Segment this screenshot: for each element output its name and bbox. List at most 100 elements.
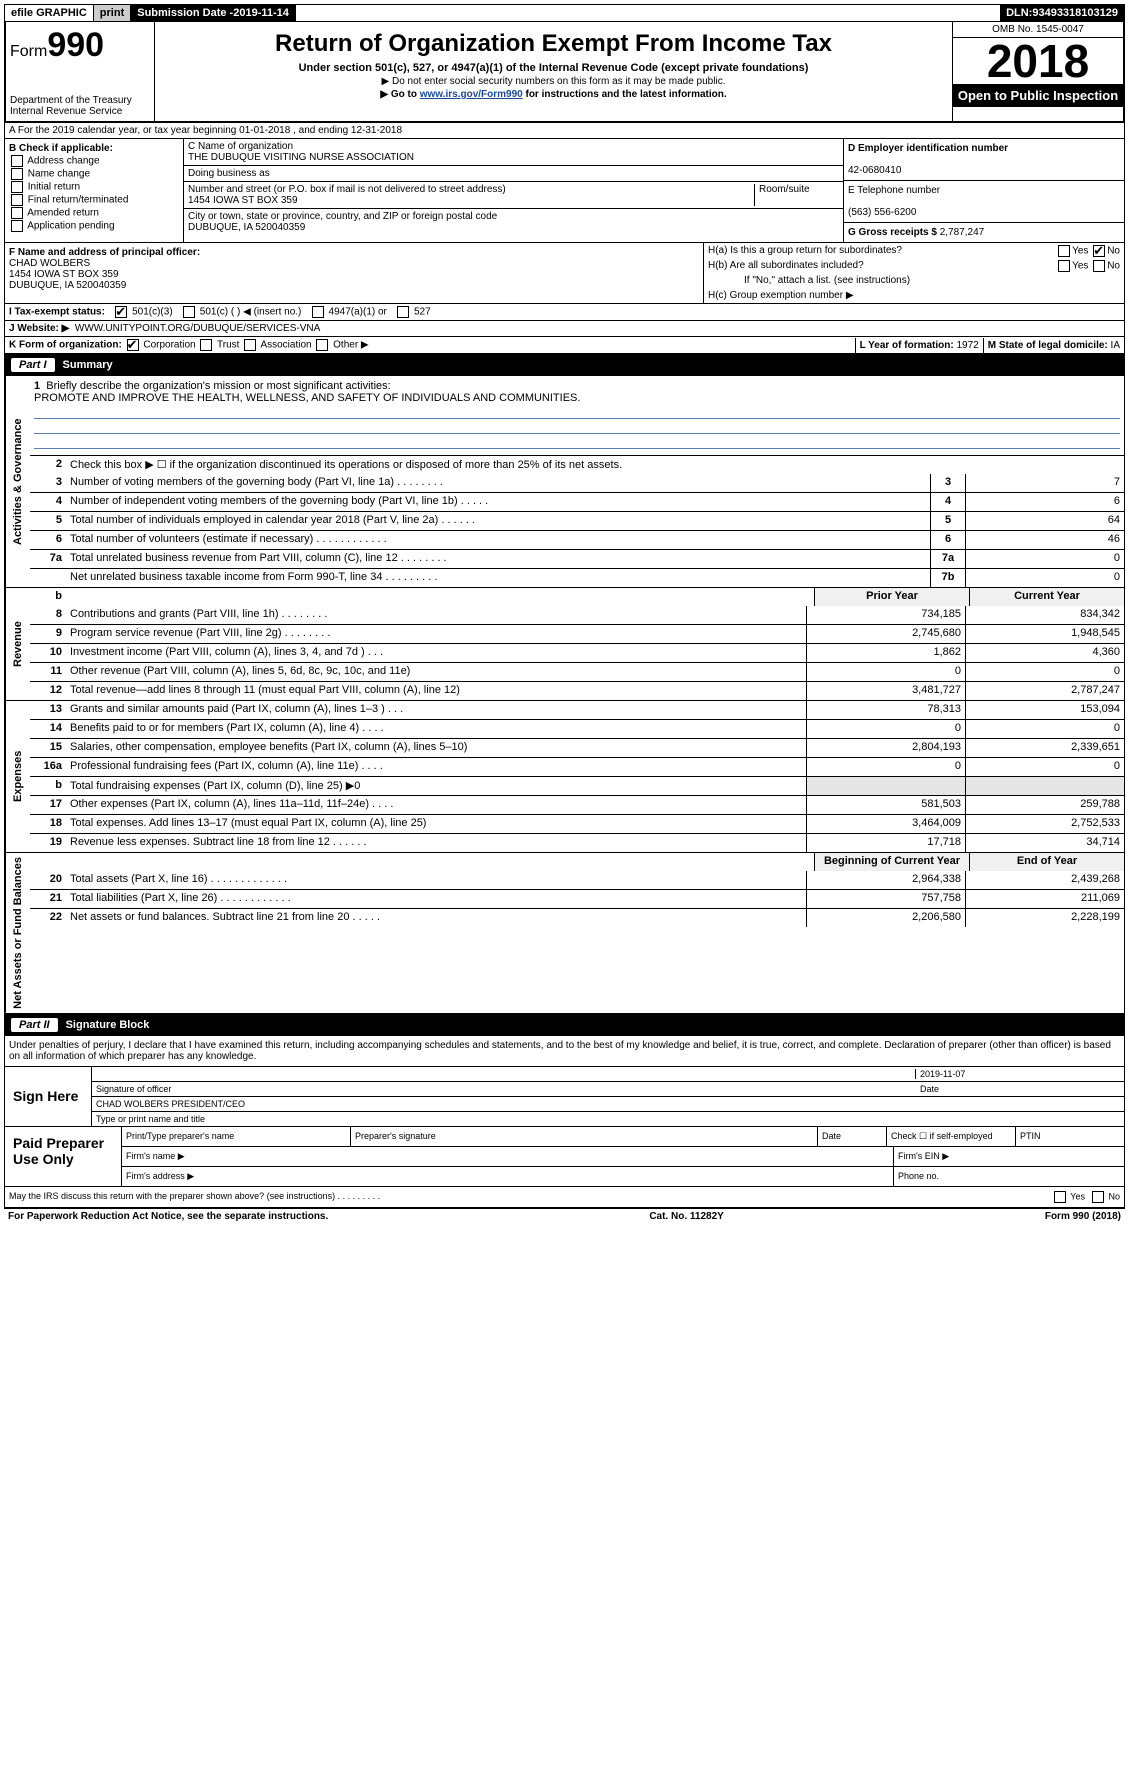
footer-left: For Paperwork Reduction Act Notice, see … xyxy=(8,1211,328,1222)
expenses-section: Expenses 13 Grants and similar amounts p… xyxy=(4,701,1125,853)
discuss-row: May the IRS discuss this return with the… xyxy=(5,1186,1124,1207)
sig-date: 2019-11-07 xyxy=(916,1069,1120,1079)
instruction-line-1: ▶ Do not enter social security numbers o… xyxy=(159,76,948,87)
sig-row-2: CHAD WOLBERS PRESIDENT/CEO xyxy=(92,1097,1124,1112)
dept-treasury: Department of the Treasury xyxy=(10,95,150,106)
efile-label: efile GRAPHIC xyxy=(5,5,94,21)
part-1-header: Part I Summary xyxy=(4,354,1125,376)
gov-row: Net unrelated business taxable income fr… xyxy=(30,568,1124,587)
governance-content: 1 Briefly describe the organization's mi… xyxy=(30,376,1124,587)
box-b: B Check if applicable: Address change Na… xyxy=(5,139,184,242)
box-f: F Name and address of principal officer:… xyxy=(5,243,704,303)
street-row: Number and street (or P.O. box if mail i… xyxy=(184,182,843,209)
gross-receipts: 2,787,247 xyxy=(940,227,985,238)
expense-row: 19 Revenue less expenses. Subtract line … xyxy=(30,833,1124,852)
netasset-row: 20 Total assets (Part X, line 16) . . . … xyxy=(30,871,1124,889)
box-h: H(a) Is this a group return for subordin… xyxy=(704,243,1124,303)
line-i: I Tax-exempt status: 501(c)(3) 501(c) ( … xyxy=(4,304,1125,321)
ein-value: 42-0680410 xyxy=(848,165,901,176)
prep-row-2: Firm's name ▶ Firm's EIN ▶ xyxy=(122,1147,1124,1167)
org-name: THE DUBUQUE VISITING NURSE ASSOCIATION xyxy=(188,152,414,163)
expense-row: b Total fundraising expenses (Part IX, c… xyxy=(30,776,1124,795)
dln: DLN: 93493318103129 xyxy=(1000,5,1124,21)
org-name-row: C Name of organization THE DUBUQUE VISIT… xyxy=(184,139,843,166)
expense-row: 14 Benefits paid to or for members (Part… xyxy=(30,719,1124,738)
instruction-line-2: ▶ Go to www.irs.gov/Form990 for instruct… xyxy=(159,89,948,100)
revenue-row: 9 Program service revenue (Part VIII, li… xyxy=(30,624,1124,643)
governance-section: Activities & Governance 1 Briefly descri… xyxy=(4,376,1125,588)
submission-date: Submission Date - 2019-11-14 xyxy=(131,5,296,21)
revenue-content: b Prior Year Current Year 8 Contribution… xyxy=(30,588,1124,700)
mission-text: PROMOTE AND IMPROVE THE HEALTH, WELLNESS… xyxy=(34,392,580,404)
line-k: K Form of organization: Corporation Trus… xyxy=(4,337,1125,354)
gov-row: 6 Total number of volunteers (estimate i… xyxy=(30,530,1124,549)
box-e: E Telephone number (563) 556-6200 xyxy=(844,181,1124,223)
header-left: Form990 Department of the Treasury Inter… xyxy=(6,22,155,121)
website-value: WWW.UNITYPOINT.ORG/DUBUQUE/SERVICES-VNA xyxy=(75,323,320,334)
h-a: H(a) Is this a group return for subordin… xyxy=(704,243,1124,258)
irs-link[interactable]: www.irs.gov/Form990 xyxy=(420,89,523,100)
city-value: DUBUQUE, IA 520040359 xyxy=(188,222,305,233)
f-h-section: F Name and address of principal officer:… xyxy=(4,243,1125,304)
netassets-content: Beginning of Current Year End of Year 20… xyxy=(30,853,1124,1013)
expense-row: 13 Grants and similar amounts paid (Part… xyxy=(30,701,1124,719)
prep-row-1: Print/Type preparer's name Preparer's si… xyxy=(122,1127,1124,1147)
phone-value: (563) 556-6200 xyxy=(848,207,916,218)
open-public: Open to Public Inspection xyxy=(953,84,1123,107)
header-mid: Return of Organization Exempt From Incom… xyxy=(155,22,952,121)
h-c: H(c) Group exemption number ▶ xyxy=(704,288,1124,303)
revenue-row: 11 Other revenue (Part VIII, column (A),… xyxy=(30,662,1124,681)
sig-row-2-label: Type or print name and title xyxy=(92,1112,1124,1126)
net-header: Beginning of Current Year End of Year xyxy=(30,853,1124,871)
cb-address: Address change xyxy=(9,155,179,167)
officer-name-title: CHAD WOLBERS PRESIDENT/CEO xyxy=(96,1099,245,1109)
gov-row: 3 Number of voting members of the govern… xyxy=(30,474,1124,492)
perjury-text: Under penalties of perjury, I declare th… xyxy=(5,1036,1124,1066)
mission-box: 1 Briefly describe the organization's mi… xyxy=(30,376,1124,455)
cb-amended: Amended return xyxy=(9,207,179,219)
line-j: J Website: ▶ WWW.UNITYPOINT.ORG/DUBUQUE/… xyxy=(4,321,1125,337)
header-right: OMB No. 1545-0047 2018 Open to Public In… xyxy=(952,22,1123,121)
expense-row: 17 Other expenses (Part IX, column (A), … xyxy=(30,795,1124,814)
revenue-row: 10 Investment income (Part VIII, column … xyxy=(30,643,1124,662)
signature-section: Under penalties of perjury, I declare th… xyxy=(4,1036,1125,1208)
vtab-revenue: Revenue xyxy=(5,588,30,700)
form-subtitle: Under section 501(c), 527, or 4947(a)(1)… xyxy=(159,62,948,74)
gov-row: 7a Total unrelated business revenue from… xyxy=(30,549,1124,568)
sign-here-label: Sign Here xyxy=(5,1067,91,1126)
netasset-row: 21 Total liabilities (Part X, line 26) .… xyxy=(30,889,1124,908)
sign-here-grid: Sign Here 2019-11-07 Signature of office… xyxy=(5,1066,1124,1126)
top-bar: efile GRAPHIC print Submission Date - 20… xyxy=(4,4,1125,22)
prep-row-3: Firm's address ▶ Phone no. xyxy=(122,1167,1124,1186)
revenue-header: b Prior Year Current Year xyxy=(30,588,1124,606)
netasset-row: 22 Net assets or fund balances. Subtract… xyxy=(30,908,1124,927)
box-d: D Employer identification number 42-0680… xyxy=(844,139,1124,181)
street-value: 1454 IOWA ST BOX 359 xyxy=(188,195,298,206)
h-b-note: If "No," attach a list. (see instruction… xyxy=(704,273,1124,288)
dba-row: Doing business as xyxy=(184,166,843,182)
footer-mid: Cat. No. 11282Y xyxy=(649,1211,723,1222)
cb-initial: Initial return xyxy=(9,181,179,193)
revenue-row: 12 Total revenue—add lines 8 through 11 … xyxy=(30,681,1124,700)
print-button[interactable]: print xyxy=(94,5,131,21)
vtab-netassets: Net Assets or Fund Balances xyxy=(5,853,30,1013)
irs-label: Internal Revenue Service xyxy=(10,106,150,117)
city-row: City or town, state or province, country… xyxy=(184,209,843,235)
vtab-expenses: Expenses xyxy=(5,701,30,852)
spacer xyxy=(296,5,1000,21)
sig-row-1-labels: Signature of officer Date xyxy=(92,1082,1124,1097)
expense-row: 18 Total expenses. Add lines 13–17 (must… xyxy=(30,814,1124,833)
gov-row: 5 Total number of individuals employed i… xyxy=(30,511,1124,530)
officer-name: CHAD WOLBERS xyxy=(9,258,90,269)
part-2-header: Part II Signature Block xyxy=(4,1014,1125,1036)
form-header: Form990 Department of the Treasury Inter… xyxy=(4,22,1125,123)
entity-info-grid: B Check if applicable: Address change Na… xyxy=(4,139,1125,243)
cb-501c3[interactable] xyxy=(115,306,127,318)
line-a: A For the 2019 calendar year, or tax yea… xyxy=(4,123,1125,139)
expense-row: 16a Professional fundraising fees (Part … xyxy=(30,757,1124,776)
paid-preparer-label: Paid Preparer Use Only xyxy=(5,1127,121,1186)
cb-final: Final return/terminated xyxy=(9,194,179,206)
revenue-section: Revenue b Prior Year Current Year 8 Cont… xyxy=(4,588,1125,701)
footer: For Paperwork Reduction Act Notice, see … xyxy=(4,1208,1125,1224)
cb-name: Name change xyxy=(9,168,179,180)
